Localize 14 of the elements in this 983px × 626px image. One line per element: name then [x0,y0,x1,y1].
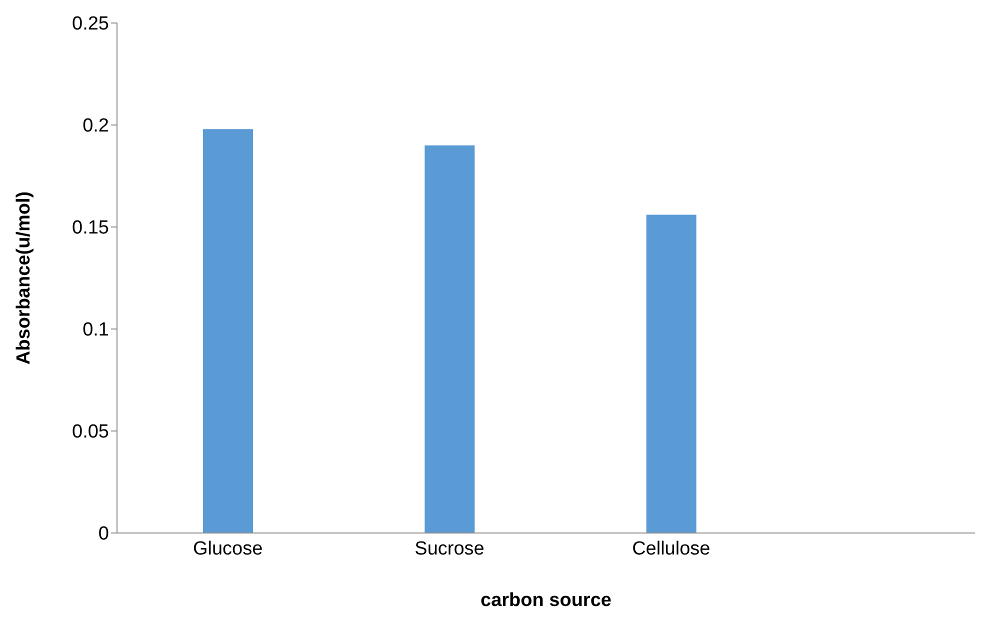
bar [203,129,253,533]
y-tick-label: 0.2 [82,116,109,137]
y-axis-title: Absorbance(u/mol) [14,191,35,365]
bar [646,214,696,533]
y-tick-label: 0.1 [82,320,109,341]
y-tick-label: 0.25 [72,14,109,35]
y-tick-label: 0 [98,524,109,545]
bar [424,145,475,533]
x-tick-label: Cellulose [632,538,710,560]
x-tick-label: Glucose [192,538,263,560]
y-tick-label: 0.05 [72,422,109,443]
x-tick-label: Sucrose [414,538,484,560]
x-axis-title: carbon source [480,590,612,611]
y-tick-label: 0.15 [72,218,109,239]
